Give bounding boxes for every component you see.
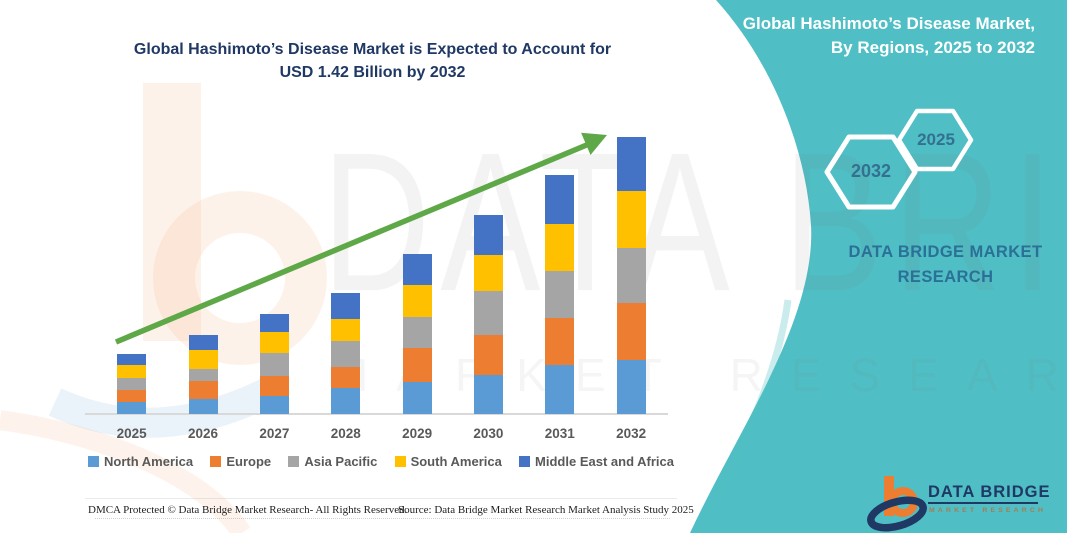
bar-segment-middle-east-and-africa	[188, 334, 218, 350]
bar-segment-asia-pacific	[616, 247, 646, 303]
bar-segment-europe	[402, 347, 432, 382]
bar-segment-middle-east-and-africa	[473, 215, 503, 256]
panel-edge-accent	[696, 299, 792, 533]
bar-segment-middle-east-and-africa	[331, 293, 361, 319]
bar-segment-south-america	[545, 224, 575, 272]
legend-label: Europe	[226, 454, 272, 469]
bar-segment-north-america	[331, 388, 361, 414]
stacked-bar-2028	[331, 293, 361, 414]
panel-brand-text: DATA BRIDGE MARKET RESEARCH	[838, 240, 1053, 290]
stacked-bar-2031	[545, 175, 575, 414]
x-axis-label-2031: 2031	[544, 426, 575, 441]
bar-segment-north-america	[616, 360, 646, 414]
stacked-bar-2027	[259, 313, 289, 414]
legend-item-north-america: North America	[88, 454, 193, 469]
bar-segment-south-america	[331, 318, 361, 342]
panel-brand-line1: DATA BRIDGE MARKET	[848, 243, 1043, 261]
bar-segment-asia-pacific	[473, 291, 503, 336]
bar-segment-south-america	[473, 255, 503, 292]
stacked-bar-2025	[117, 353, 147, 414]
bar-segment-south-america	[616, 190, 646, 248]
logo-sub-text: MARKET RESEARCH	[929, 507, 1047, 514]
panel-title-line2: By Regions, 2025 to 2032	[830, 38, 1035, 57]
legend-item-south-america: South America	[394, 454, 502, 469]
stacked-bar-2030	[473, 215, 503, 414]
bar-segment-europe	[616, 302, 646, 360]
chart-title-line1: Global Hashimoto’s Disease Market is Exp…	[133, 41, 612, 58]
x-axis-label-2029: 2029	[402, 426, 433, 441]
legend-swatch	[394, 456, 406, 467]
footer-source-text: Source: Data Bridge Market Research Mark…	[398, 504, 694, 516]
legend-swatch	[288, 456, 300, 467]
bar-segment-south-america	[188, 349, 218, 369]
x-axis-label-2026: 2026	[188, 426, 219, 441]
bar-segment-europe	[545, 318, 575, 366]
chart-title-line2: USD 1.42 Billion by 2032	[279, 64, 466, 81]
footer-rule-bottom	[95, 518, 670, 519]
legend-label: North America	[104, 454, 194, 469]
bar-segment-asia-pacific	[188, 368, 218, 382]
panel-brand-line2: RESEARCH	[897, 268, 994, 286]
bar-segment-north-america	[188, 399, 218, 414]
x-axis-line	[85, 413, 668, 415]
bar-segment-asia-pacific	[259, 353, 289, 376]
bar-segment-asia-pacific	[545, 271, 575, 319]
x-axis-label-2030: 2030	[473, 426, 504, 441]
bar-segment-north-america	[545, 365, 575, 414]
bar-segment-south-america	[117, 364, 147, 379]
bar-segment-middle-east-and-africa	[259, 313, 289, 333]
legend-item-europe: Europe	[210, 454, 271, 469]
bar-segment-asia-pacific	[117, 378, 147, 390]
stacked-bar-2026	[188, 334, 218, 414]
logo-underline	[928, 502, 1038, 504]
legend-swatch	[519, 456, 531, 467]
legend-swatch	[210, 456, 222, 467]
bar-segment-middle-east-and-africa	[117, 353, 147, 365]
bar-segment-south-america	[259, 332, 289, 354]
footer-rule-top	[85, 498, 677, 499]
bar-segment-north-america	[473, 375, 503, 414]
legend-item-asia-pacific: Asia Pacific	[288, 454, 377, 469]
bar-segment-middle-east-and-africa	[402, 254, 432, 286]
footer-dmca-text: DMCA Protected © Data Bridge Market Rese…	[88, 504, 408, 516]
bar-segment-north-america	[402, 382, 432, 414]
panel-title: Global Hashimoto’s Disease Market, By Re…	[728, 12, 1035, 60]
hexagon-label-2032: 2032	[850, 161, 892, 181]
bar-segment-north-america	[117, 401, 147, 414]
x-axis-label-2032: 2032	[616, 426, 647, 441]
bar-segment-europe	[259, 375, 289, 396]
x-axis-label-2025: 2025	[116, 426, 147, 441]
chart-title: Global Hashimoto’s Disease Market is Exp…	[90, 38, 655, 84]
bar-segment-europe	[331, 367, 361, 389]
bar-segment-europe	[188, 381, 218, 399]
legend-swatch	[88, 456, 99, 467]
legend-label: Asia Pacific	[304, 454, 378, 469]
x-axis-label-2028: 2028	[330, 426, 361, 441]
chart-legend: North America Europe Asia Pacific South Ame…	[88, 454, 674, 469]
logo-brand-text: DATA BRIDGE	[928, 483, 1051, 501]
stacked-bar-2029	[402, 254, 432, 414]
stacked-bar-2032	[616, 136, 646, 414]
bar-segment-asia-pacific	[331, 341, 361, 368]
x-axis-label-2027: 2027	[259, 426, 290, 441]
bar-segment-asia-pacific	[402, 317, 432, 348]
bar-segment-north-america	[259, 395, 289, 414]
legend-item-middle-east-and-africa: Middle East and Africa	[519, 454, 674, 469]
legend-label: South America	[410, 454, 502, 469]
bar-segment-europe	[117, 389, 147, 402]
bar-segment-south-america	[402, 285, 432, 318]
panel-title-line1: Global Hashimoto’s Disease Market,	[742, 14, 1035, 33]
bar-segment-middle-east-and-africa	[616, 136, 646, 191]
hexagon-label-2025: 2025	[917, 130, 955, 149]
legend-label: Middle East and Africa	[535, 454, 674, 469]
bar-segment-europe	[473, 335, 503, 376]
bar-segment-middle-east-and-africa	[545, 175, 575, 225]
